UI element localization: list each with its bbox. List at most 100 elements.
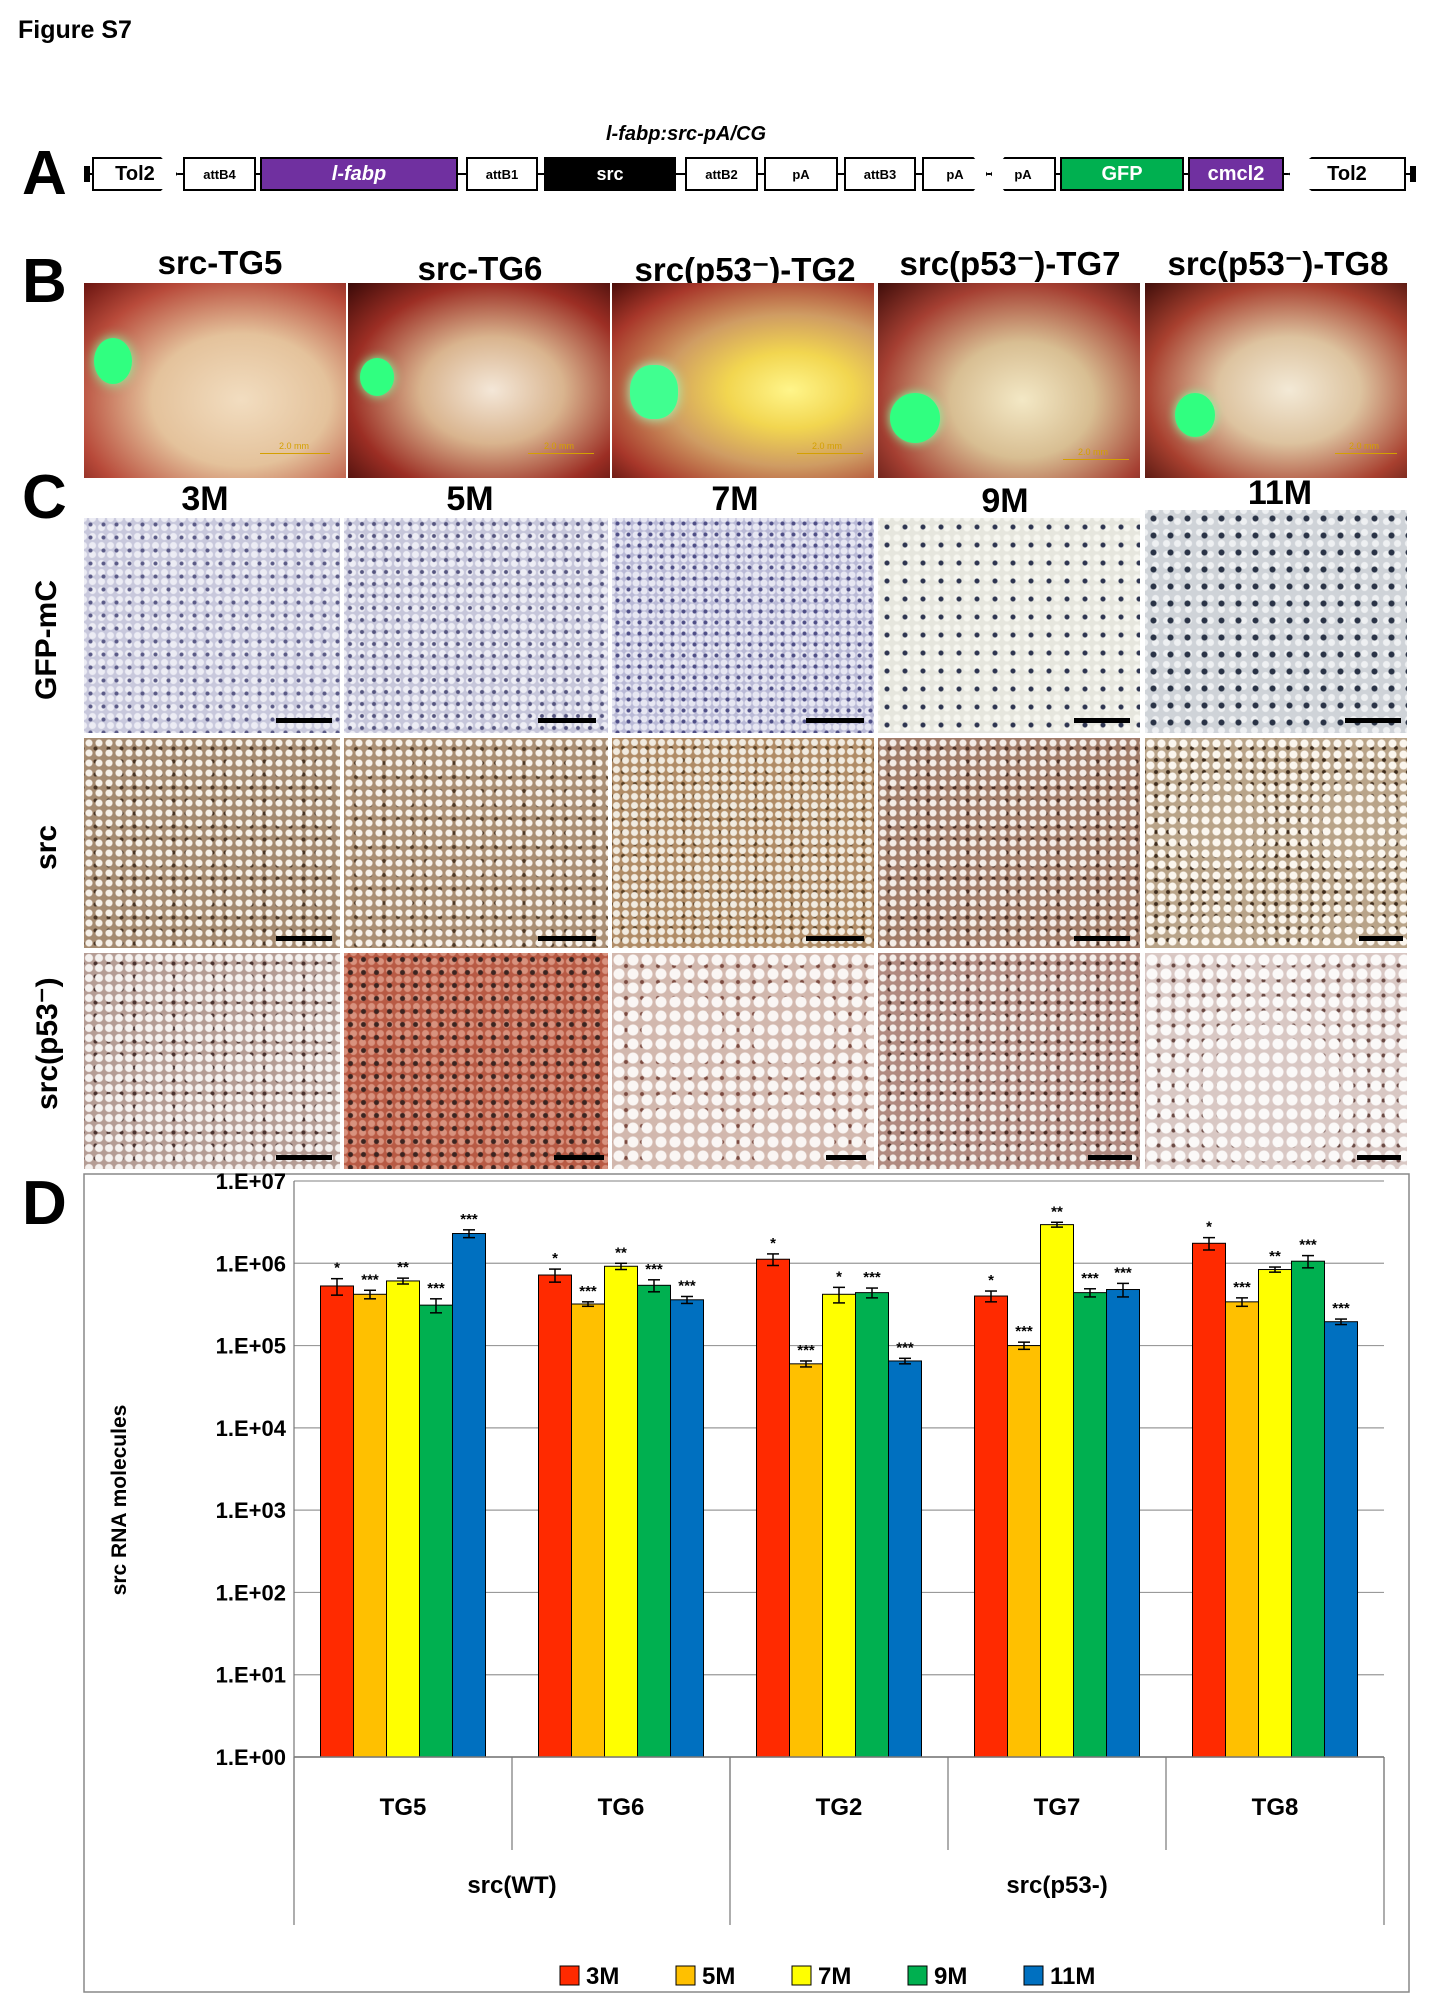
scale-label: 2.0 mm — [1349, 441, 1380, 451]
histology-gfp-5m — [344, 518, 608, 733]
construct-cmcl2: cmcl2 — [1188, 157, 1284, 191]
panel-letter-a: A — [22, 139, 67, 208]
construct-tol2-right: Tol2 — [1288, 157, 1406, 191]
bar-11M-TG5 — [452, 1233, 486, 1758]
scale-label: 2.0 mm — [279, 441, 310, 451]
construct-tol2-left: Tol2 — [92, 157, 178, 191]
scale-label: 2.0 mm — [544, 441, 575, 451]
significance-label: *** — [427, 1280, 445, 1297]
construct-attb1: attB1 — [466, 157, 538, 191]
histology-gfp-7m — [612, 518, 874, 733]
age-label-3m: 3M — [181, 480, 229, 518]
scale-label: 2.0 mm — [812, 441, 843, 451]
figure-title: Figure S7 — [18, 16, 132, 44]
significance-label: *** — [797, 1342, 815, 1359]
histology-p53-5m — [344, 953, 608, 1169]
bar-3M-TG7 — [974, 1295, 1008, 1758]
scale-label: 2.0 mm — [1078, 447, 1109, 457]
bar-3M-TG8 — [1192, 1242, 1226, 1758]
construct-end-left — [84, 166, 90, 182]
histology-gfp-9m — [878, 518, 1140, 733]
x-tick-label: TG2 — [816, 1794, 863, 1821]
bar-9M-TG2 — [855, 1292, 889, 1758]
histology-gfp-11m — [1145, 510, 1407, 733]
x-tick-label: TG7 — [1034, 1794, 1081, 1821]
histology-src-5m — [344, 738, 608, 948]
significance-label: * — [1206, 1219, 1212, 1236]
chart-bars: *********************************** *** **… — [320, 1203, 1358, 1758]
bar-9M-TG8 — [1291, 1260, 1325, 1758]
legend-label: 5M — [702, 1963, 735, 1990]
significance-label: *** — [579, 1283, 597, 1300]
legend-label: 11M — [1050, 1963, 1095, 1990]
y-tick-label: 1.E+01 — [216, 1663, 286, 1688]
liver-photo-tg2: 2.0 mm — [612, 283, 874, 478]
y-axis-label: src RNA molecules — [108, 1405, 131, 1596]
liver-photo-tg5: 2.0 mm — [84, 283, 346, 478]
significance-label: *** — [460, 1211, 478, 1228]
bar-5M-TG2 — [789, 1363, 823, 1758]
bar-11M-TG7 — [1106, 1289, 1140, 1758]
construct-attb3: attB3 — [844, 157, 916, 191]
construct-attb2: attB2 — [685, 157, 758, 191]
histology-src-3m — [84, 738, 340, 948]
group-label: src(p53-) — [1006, 1872, 1107, 1899]
legend-swatch — [791, 1965, 812, 1986]
y-tick-label: 1.E+00 — [216, 1745, 286, 1770]
y-tick-label: 1.E+03 — [216, 1498, 286, 1523]
chart-border — [83, 1173, 1410, 1993]
age-label-7m: 7M — [711, 480, 759, 518]
y-tick-label: 1.E+02 — [216, 1580, 286, 1605]
chart-legend: 3M 5M 7M 9M 11M — [559, 1963, 1095, 1990]
age-label-5m: 5M — [446, 480, 494, 518]
bar-7M-TG5 — [386, 1280, 420, 1758]
bar-3M-TG6 — [538, 1274, 572, 1758]
line-label-tg6: src-TG6 — [417, 250, 543, 287]
significance-label: *** — [863, 1269, 881, 1286]
significance-label: ** — [615, 1244, 627, 1261]
age-label-11m: 11M — [1247, 474, 1313, 512]
bar-11M-TG2 — [888, 1360, 922, 1758]
bar-9M-TG6 — [637, 1284, 671, 1758]
legend-swatch — [559, 1965, 580, 1986]
construct-pa-1: pA — [764, 157, 838, 191]
significance-label: *** — [1233, 1279, 1251, 1296]
x-tick-label: TG8 — [1252, 1794, 1299, 1821]
significance-label: *** — [361, 1271, 379, 1288]
construct-title: l-fabp:src-pA/CG — [606, 123, 766, 145]
bar-5M-TG7 — [1007, 1345, 1041, 1758]
y-tick-label: 1.E+07 — [216, 1169, 286, 1194]
legend-swatch — [675, 1965, 696, 1986]
histology-p53-11m — [1145, 953, 1407, 1169]
bar-7M-TG2 — [822, 1293, 856, 1758]
histology-p53-7m — [612, 953, 874, 1169]
histology-src-9m — [878, 738, 1140, 948]
bar-9M-TG5 — [419, 1304, 453, 1758]
bar-7M-TG8 — [1258, 1269, 1292, 1758]
chart-y-tick-labels: 1.E+00 1.E+01 1.E+02 1.E+03 1.E+04 1.E+05 1.E+… — [216, 1169, 287, 1770]
significance-label: ** — [397, 1259, 409, 1276]
histology-p53-9m — [878, 953, 1140, 1169]
liver-photo-tg6: 2.0 mm — [348, 283, 610, 478]
bar-5M-TG8 — [1225, 1301, 1259, 1758]
histology-src-7m — [612, 738, 874, 948]
bar-11M-TG6 — [670, 1299, 704, 1758]
significance-label: ** — [1269, 1248, 1281, 1265]
panel-letter-d: D — [22, 1169, 67, 1238]
construct-lfabp: l-fabp — [260, 157, 458, 191]
construct-gfp: GFP — [1060, 157, 1184, 191]
panel-letter-c: C — [22, 463, 67, 532]
histology-gfp-3m — [84, 518, 340, 733]
construct-pa-3: pA — [990, 157, 1056, 191]
liver-photo-tg7: 2.0 mm — [878, 283, 1140, 478]
significance-label: * — [988, 1272, 994, 1289]
construct-end-right — [1410, 166, 1416, 182]
significance-label: *** — [896, 1339, 914, 1356]
construct-attb4: attB4 — [183, 157, 256, 191]
y-tick-label: 1.E+06 — [216, 1251, 286, 1276]
significance-label: *** — [1081, 1270, 1099, 1287]
legend-label: 7M — [818, 1963, 851, 1990]
age-label-9m: 9M — [981, 482, 1029, 520]
significance-label: * — [552, 1250, 558, 1267]
bar-3M-TG5 — [320, 1285, 354, 1758]
